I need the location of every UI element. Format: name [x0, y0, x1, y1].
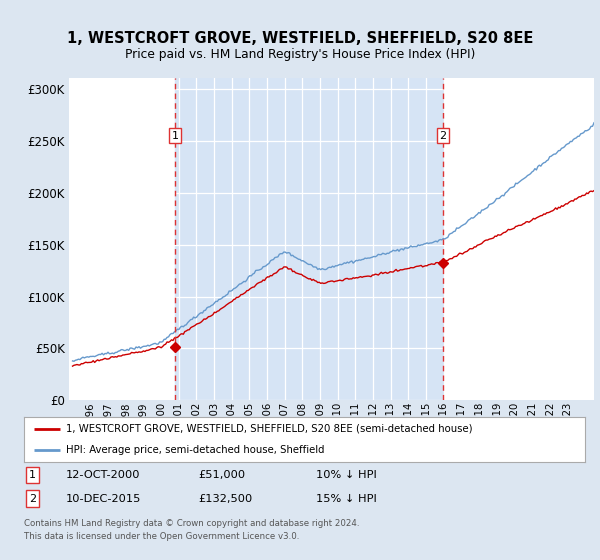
Text: 10% ↓ HPI: 10% ↓ HPI — [316, 470, 377, 480]
Text: 15% ↓ HPI: 15% ↓ HPI — [316, 493, 377, 503]
Text: 2: 2 — [29, 493, 36, 503]
Text: 1: 1 — [29, 470, 36, 480]
Text: £132,500: £132,500 — [198, 493, 252, 503]
Text: 1, WESTCROFT GROVE, WESTFIELD, SHEFFIELD, S20 8EE: 1, WESTCROFT GROVE, WESTFIELD, SHEFFIELD… — [67, 31, 533, 46]
Text: £51,000: £51,000 — [198, 470, 245, 480]
Text: 10-DEC-2015: 10-DEC-2015 — [66, 493, 142, 503]
Text: Price paid vs. HM Land Registry's House Price Index (HPI): Price paid vs. HM Land Registry's House … — [125, 48, 475, 60]
Text: 1: 1 — [172, 130, 178, 141]
Text: 2: 2 — [439, 130, 446, 141]
Text: HPI: Average price, semi-detached house, Sheffield: HPI: Average price, semi-detached house,… — [66, 445, 325, 455]
Text: This data is licensed under the Open Government Licence v3.0.: This data is licensed under the Open Gov… — [24, 532, 299, 541]
Bar — [175, 78, 443, 400]
Text: 1, WESTCROFT GROVE, WESTFIELD, SHEFFIELD, S20 8EE (semi-detached house): 1, WESTCROFT GROVE, WESTFIELD, SHEFFIELD… — [66, 424, 473, 434]
Text: Contains HM Land Registry data © Crown copyright and database right 2024.: Contains HM Land Registry data © Crown c… — [24, 520, 359, 529]
Text: 12-OCT-2000: 12-OCT-2000 — [66, 470, 140, 480]
